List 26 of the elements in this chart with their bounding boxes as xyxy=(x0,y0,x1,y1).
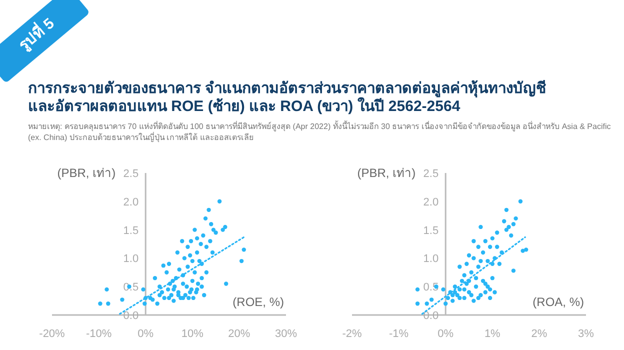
y-axis-title: (PBR, เท่า) xyxy=(357,166,416,180)
y-tick-label: 1.5 xyxy=(123,224,139,237)
x-tick-label: 10% xyxy=(181,328,204,340)
x-tick-label: 0% xyxy=(438,328,454,340)
x-tick-label: -10% xyxy=(86,328,112,340)
x-axis-title: (ROE, %) xyxy=(232,295,284,309)
x-tick-label: 1% xyxy=(484,328,501,340)
y-tick-label: 2.0 xyxy=(123,196,139,208)
y-tick-label: 2.5 xyxy=(423,168,439,180)
x-tick-label: 0% xyxy=(138,328,154,340)
x-tick-label: -2% xyxy=(342,328,362,340)
y-tick-label: 2.5 xyxy=(123,168,139,180)
x-tick-label: 2% xyxy=(531,328,548,340)
y-axis-title: (PBR, เท่า) xyxy=(57,166,116,180)
y-tick-label: 1.0 xyxy=(423,253,439,266)
x-axis-title: (ROA, %) xyxy=(532,295,584,309)
x-tick-label: -1% xyxy=(389,328,409,340)
y-tick-label: 1.0 xyxy=(123,253,139,266)
y-tick-label: 2.0 xyxy=(423,196,439,208)
chart-title: การกระจายตัวของธนาคาร จำแนกตามอัตราส่วนราคาตลาดต่อมูลค่าหุ้นทางบัญชี และอัตราผลตอบแทน ROE (ซ้าย) และ ROA (ขวา) ในปี 2562-2564 xyxy=(28,80,548,116)
x-tick-label: 30% xyxy=(274,328,298,340)
y-tick-label: 1.5 xyxy=(423,224,439,237)
text: หมายเหตุ: ครอบคลุมธนาคาร 70 แห่งที่ติดอันดับ 100 ธนาคารที่มีสินทรัพย์สูงสุด (Apr 2022) ทั้งนี้ไม่รวมอีก 30 ธนาคาร เนื่องจากมีข้อจำกัดของข้อมูล อนึ่งสำหรับ Asia & Pacific (ex. China) ประกอบด้วยธนาคารในญี่ปุ่น เกาหลีใต้ และออสเตรเลีย xyxy=(28,121,612,143)
x-tick-label: -20% xyxy=(39,328,66,340)
x-tick-label: 3% xyxy=(578,328,594,340)
x-tick-label: 20% xyxy=(228,328,250,340)
